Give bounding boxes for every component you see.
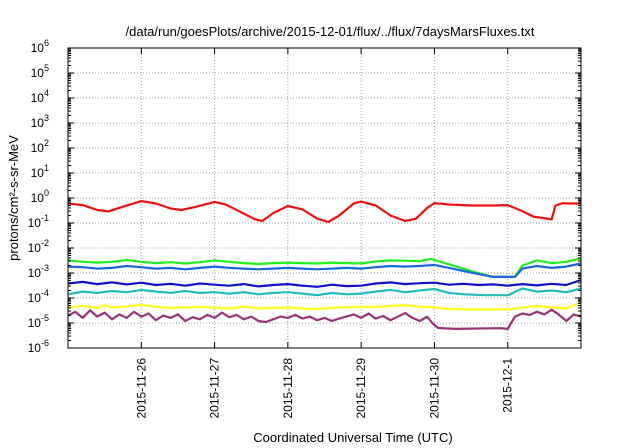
y-tick-label: 10-6 bbox=[28, 338, 49, 355]
y-tick-label: 106 bbox=[31, 38, 49, 55]
x-tick-label: 2015-12-1 bbox=[501, 358, 515, 413]
y-axis-title: protons/cm²-s-sr-MeV bbox=[6, 135, 21, 261]
x-tick-label: 2015-11-28 bbox=[281, 358, 295, 419]
series-line-5 bbox=[67, 287, 582, 297]
plot-frame bbox=[67, 47, 582, 349]
y-tick-label: 10-3 bbox=[28, 263, 49, 280]
series-line-4 bbox=[67, 279, 582, 288]
series-line-6 bbox=[67, 300, 582, 311]
y-tick-label: 103 bbox=[31, 113, 49, 130]
y-tick-label: 100 bbox=[31, 188, 49, 205]
chart-title: /data/run/goesPlots/archive/2015-12-01/f… bbox=[126, 24, 535, 39]
y-tick-label: 104 bbox=[31, 88, 49, 105]
x-tick-label: 2015-11-29 bbox=[354, 358, 368, 419]
y-tick-label: 10-1 bbox=[28, 213, 49, 230]
axis-ticks bbox=[68, 47, 581, 349]
series-line-3 bbox=[67, 262, 582, 278]
x-axis-tick-labels: 2015-11-26 2015-11-27 2015-11-28 2015-11-29… bbox=[134, 358, 514, 419]
series-layer bbox=[67, 200, 582, 330]
y-tick-label: 10-5 bbox=[28, 313, 49, 330]
x-tick-label: 2015-11-27 bbox=[208, 358, 222, 419]
y-tick-label: 10-2 bbox=[28, 238, 49, 255]
series-line-7 bbox=[67, 308, 582, 330]
x-axis-title: Coordinated Universal Time (UTC) bbox=[253, 430, 452, 445]
series-line-1 bbox=[67, 200, 581, 224]
y-tick-label: 10-4 bbox=[28, 288, 49, 305]
y-axis-tick-labels: 10-6 10-5 10-4 10-3 10-2 10-1 100 101 102 103 104 1… bbox=[28, 38, 49, 355]
y-tick-label: 105 bbox=[31, 63, 49, 80]
y-tick-label: 101 bbox=[31, 163, 49, 180]
y-tick-label: 102 bbox=[31, 138, 49, 155]
x-tick-label: 2015-11-26 bbox=[134, 358, 148, 419]
grid bbox=[68, 48, 581, 348]
x-tick-label: 2015-11-30 bbox=[427, 358, 441, 419]
